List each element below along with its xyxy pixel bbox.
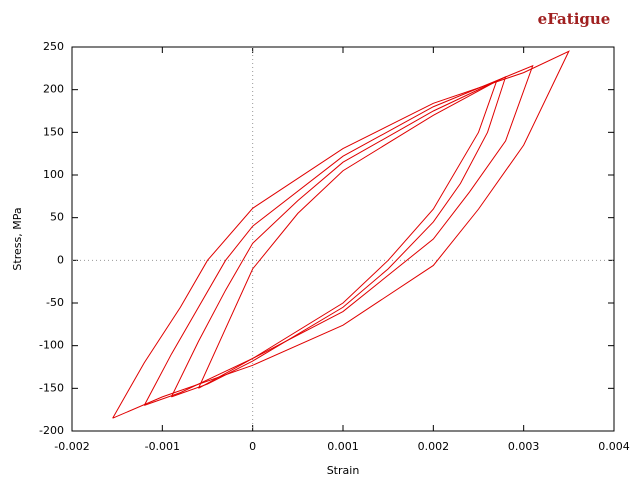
y-tick-label: -200 [39, 424, 64, 437]
hysteresis-loop [143, 64, 534, 406]
y-axis-label: Stress, MPa [11, 207, 24, 270]
y-tick-label: 200 [43, 83, 64, 96]
x-tick-label: -0.001 [145, 440, 180, 453]
plot-frame [71, 46, 615, 432]
y-tick-label: -50 [46, 296, 64, 309]
x-tick-label: 0.003 [508, 440, 540, 453]
x-tick-label: 0 [249, 440, 256, 453]
hysteresis-loop [112, 50, 570, 419]
y-tick-label: -150 [39, 381, 64, 394]
x-tick-label: -0.002 [54, 440, 89, 453]
x-tick-label: 0.001 [327, 440, 359, 453]
y-tick-label: -100 [39, 339, 64, 352]
hysteresis-loop [198, 80, 498, 389]
y-tick-label: 100 [43, 168, 64, 181]
y-tick-label: 250 [43, 40, 64, 53]
x-axis-label: Strain [327, 464, 360, 477]
y-tick-label: 150 [43, 125, 64, 138]
x-tick-label: 0.004 [598, 440, 630, 453]
y-tick-label: 0 [57, 253, 64, 266]
hysteresis-loop [170, 75, 507, 398]
y-tick-label: 50 [50, 211, 64, 224]
x-tick-label: 0.002 [418, 440, 450, 453]
logo: eFatigue [538, 10, 611, 28]
